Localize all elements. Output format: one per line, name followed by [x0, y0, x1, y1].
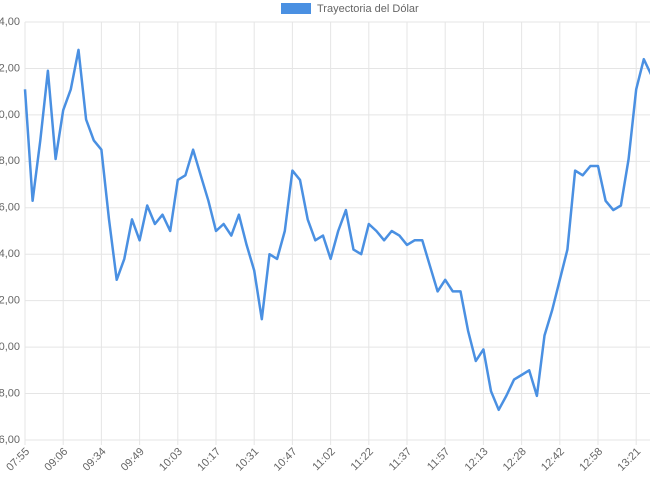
x-tick-label: 13:21	[615, 446, 643, 474]
x-tick-label: 12:42	[539, 446, 567, 474]
y-tick-label: 0,00	[0, 341, 20, 353]
x-tick-label: 11:57	[425, 446, 452, 473]
x-tick-label: 10:31	[233, 446, 261, 474]
x-tick-label: 12:58	[577, 446, 605, 474]
y-tick-label: 2,00	[0, 62, 20, 74]
x-tick-label: 11:02	[310, 446, 337, 473]
x-tick-label: 10:47	[272, 446, 300, 474]
y-tick-label: 8,00	[0, 387, 20, 399]
x-tick-label: 12:13	[463, 446, 491, 474]
x-tick-label: 10:03	[157, 446, 185, 474]
y-tick-label: 0,00	[0, 109, 20, 121]
line-series	[23, 48, 650, 412]
x-tick-label: 11:37	[387, 446, 414, 473]
x-tick-label: 09:34	[81, 446, 109, 474]
y-tick-label: 2,00	[0, 295, 20, 307]
y-tick-label: 8,00	[0, 155, 20, 167]
x-tick-label: 12:28	[501, 446, 529, 474]
y-tick-label: 4,00	[0, 248, 20, 260]
x-tick-label: 09:49	[119, 446, 147, 474]
x-tick-label: 07:55	[4, 446, 32, 474]
y-tick-label: 4,00	[0, 16, 20, 28]
x-tick-label: 10:17	[195, 446, 223, 474]
x-tick-label: 11:22	[349, 446, 376, 473]
legend-label: Trayectoria del Dólar	[317, 3, 419, 15]
y-tick-label: 6,00	[0, 434, 20, 446]
x-tick-label: 09:06	[42, 446, 70, 474]
y-tick-label: 6,00	[0, 202, 20, 214]
legend-swatch	[281, 3, 311, 14]
